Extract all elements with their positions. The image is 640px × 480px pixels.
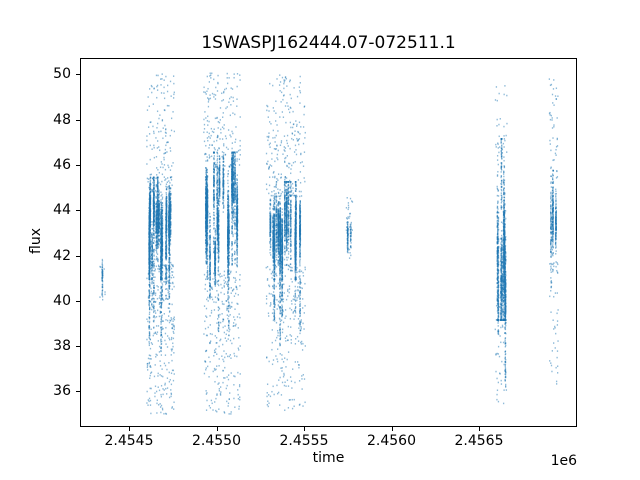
x-tick-mark [479,427,480,431]
x-tick-mark [304,427,305,431]
y-tick-mark [76,391,80,393]
y-tick-label: 40 [53,292,71,309]
x-tick-label: 2.4545 [104,433,154,449]
y-tick-label: 38 [53,338,71,355]
x-tick-label: 2.4565 [454,433,504,449]
x-tick-mark [391,427,393,431]
y-tick-mark [76,346,80,348]
y-tick-mark [76,300,80,302]
x-tick-mark [216,427,218,431]
plot-area-box [80,58,577,427]
y-tick-mark [76,119,80,121]
y-tick-label: 50 [53,66,71,83]
y-tick-label: 42 [53,247,71,264]
x-tick-label: 2.4560 [367,433,416,449]
y-tick-label: 44 [53,202,71,219]
y-tick-label: 46 [53,156,71,173]
y-tick-mark [76,255,80,257]
y-tick-mark [76,210,80,212]
y-tick-label: 36 [53,383,71,400]
x-tick-label: 2.4555 [279,433,329,449]
x-tick-mark [129,427,130,431]
y-tick-label: 48 [53,111,71,128]
x-axis-label: time [312,450,345,466]
y-tick-mark [76,164,80,166]
chart-title: 1SWASPJ162444.07-072511.1 [201,33,456,53]
y-axis-label-text: flux [28,228,44,254]
x-tick-label: 2.4550 [192,433,241,449]
y-tick-mark [76,74,80,76]
x-axis-offset-label: 1e6 [550,453,577,469]
